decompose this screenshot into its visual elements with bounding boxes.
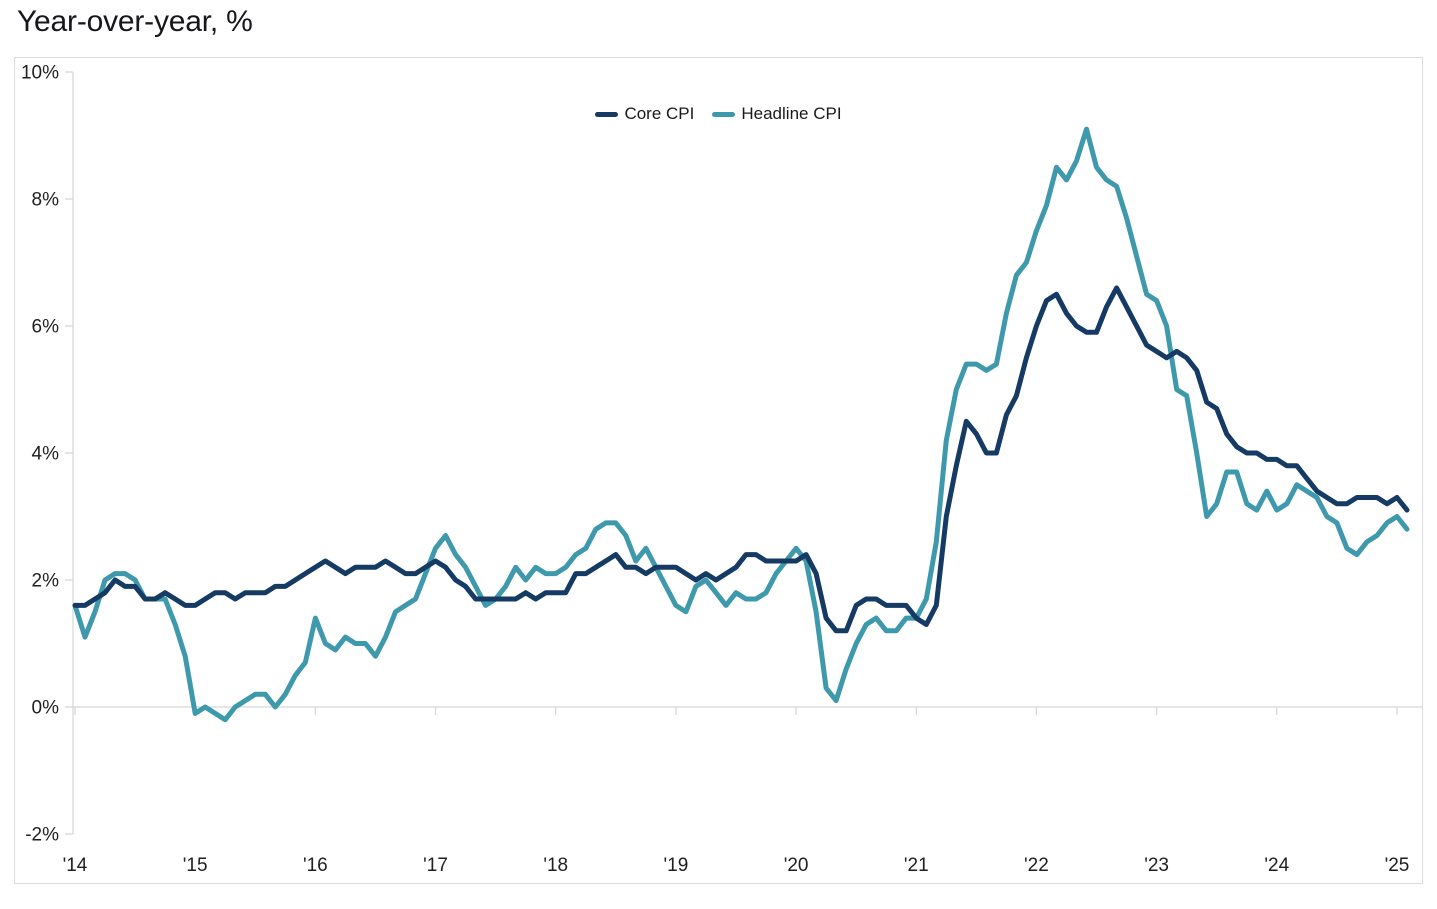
y-axis-label: 0% xyxy=(32,698,60,719)
x-axis-label: '22 xyxy=(1024,855,1049,876)
x-axis-label: '18 xyxy=(543,855,568,876)
core-cpi-line xyxy=(72,285,1410,634)
x-axis-label: '19 xyxy=(664,855,689,876)
y-axis-label: -2% xyxy=(25,825,59,846)
x-axis-label: '15 xyxy=(183,855,208,876)
chart-container xyxy=(14,57,1423,884)
y-axis-label: 10% xyxy=(21,63,59,84)
y-axis-label: 6% xyxy=(32,317,60,338)
headline-cpi-line xyxy=(72,126,1410,723)
x-axis-label: '20 xyxy=(784,855,809,876)
x-axis-label: '14 xyxy=(63,855,88,876)
x-axis-label: '23 xyxy=(1144,855,1169,876)
y-axis-label: 4% xyxy=(32,444,60,465)
x-axis-label: '17 xyxy=(423,855,448,876)
y-axis-label: 2% xyxy=(32,571,60,592)
y-axis-label: 8% xyxy=(32,190,60,211)
x-axis-label: '21 xyxy=(904,855,929,876)
x-axis-label: '25 xyxy=(1385,855,1410,876)
x-axis-label: '24 xyxy=(1264,855,1289,876)
x-axis-label: '16 xyxy=(303,855,328,876)
chart-title: Year-over-year, % xyxy=(17,5,253,38)
